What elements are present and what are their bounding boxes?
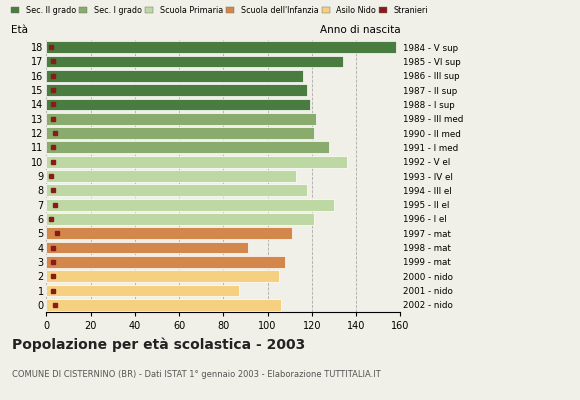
Bar xyxy=(46,70,303,82)
Bar xyxy=(46,242,248,254)
Bar xyxy=(46,213,314,225)
Bar xyxy=(46,156,347,168)
Bar xyxy=(46,285,239,296)
Bar xyxy=(46,227,292,239)
Bar xyxy=(46,184,307,196)
Text: Popolazione per età scolastica - 2003: Popolazione per età scolastica - 2003 xyxy=(12,338,305,352)
Bar xyxy=(46,41,396,53)
Bar xyxy=(46,84,307,96)
Text: Età: Età xyxy=(11,24,28,34)
Bar xyxy=(46,170,296,182)
Bar xyxy=(46,199,334,210)
Text: COMUNE DI CISTERNINO (BR) - Dati ISTAT 1° gennaio 2003 - Elaborazione TUTTITALIA: COMUNE DI CISTERNINO (BR) - Dati ISTAT 1… xyxy=(12,370,380,379)
Bar xyxy=(46,299,281,311)
Legend: Sec. II grado, Sec. I grado, Scuola Primaria, Scuola dell'Infanzia, Asilo Nido, : Sec. II grado, Sec. I grado, Scuola Prim… xyxy=(10,4,430,16)
Bar xyxy=(46,256,285,268)
Bar xyxy=(46,142,329,153)
Bar xyxy=(46,98,310,110)
Bar xyxy=(46,270,278,282)
Bar xyxy=(46,56,343,67)
Text: Anno di nascita: Anno di nascita xyxy=(320,24,400,34)
Bar xyxy=(46,113,316,125)
Bar xyxy=(46,127,314,139)
